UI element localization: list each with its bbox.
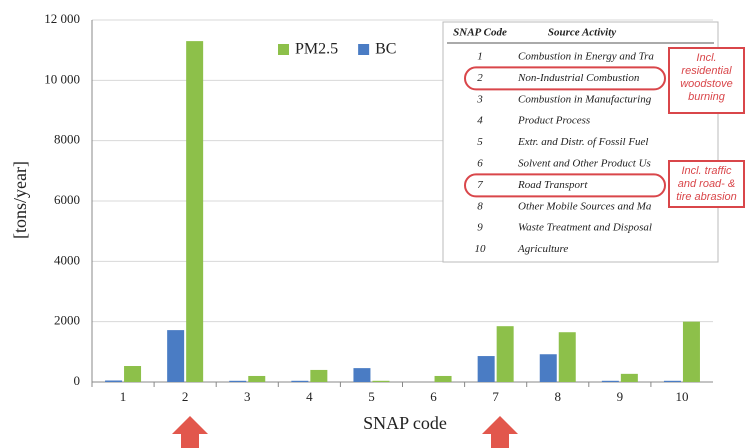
highlight-oval (464, 173, 666, 198)
bar (682, 321, 700, 382)
bar (663, 380, 681, 382)
y-tick-label: 10 000 (44, 71, 80, 86)
bar (124, 366, 142, 382)
bar (477, 356, 495, 382)
y-axis-label: [tons/year] (10, 161, 30, 239)
callout: Incl. traffic and road- & tire abrasion (668, 160, 745, 208)
bar (434, 375, 452, 382)
table-cell: Combustion in Manufacturing (518, 93, 652, 105)
legend-label: PM2.5 (295, 41, 338, 58)
x-tick-label: 5 (368, 389, 375, 404)
table-cell: 4 (477, 115, 483, 127)
table-cell: Product Process (517, 115, 590, 127)
x-tick-label: 6 (430, 389, 437, 404)
highlight-oval (464, 66, 666, 91)
bar (496, 326, 514, 382)
table-cell: 1 (477, 51, 483, 63)
table-cell: 8 (477, 200, 483, 212)
bar (601, 380, 619, 382)
table-cell: Combustion in Energy and Tra (518, 51, 654, 63)
table-cell: 3 (476, 93, 483, 105)
table-cell: 9 (477, 222, 483, 234)
x-tick-label: 10 (675, 389, 688, 404)
table-cell: 7 (477, 179, 483, 191)
legend-swatch (358, 44, 370, 55)
x-tick-label: 9 (617, 389, 624, 404)
x-tick-label: 2 (182, 389, 189, 404)
bar (229, 380, 247, 382)
table-cell: Waste Treatment and Disposal (518, 222, 652, 234)
bar (186, 41, 204, 382)
bar (620, 373, 638, 382)
y-tick-label: 6000 (54, 192, 80, 207)
bar (167, 330, 185, 382)
table-cell: 10 (475, 243, 487, 255)
table-cell: Road Transport (517, 179, 588, 191)
bar (310, 369, 328, 382)
table-cell: Solvent and Other Product Us (518, 158, 651, 170)
x-tick-label: 7 (492, 389, 499, 404)
arrow (172, 416, 208, 448)
bar (291, 380, 309, 382)
legend-label: BC (375, 41, 396, 58)
table-cell: 6 (477, 158, 483, 170)
y-tick-label: 2000 (54, 313, 80, 328)
y-tick-label: 4000 (54, 252, 80, 267)
x-tick-label: 4 (306, 389, 313, 404)
bar (372, 380, 390, 382)
legend-swatch (278, 44, 289, 55)
y-tick-label: 12 000 (44, 11, 80, 26)
table-cell: Other Mobile Sources and Ma (518, 200, 652, 212)
x-tick-label: 8 (555, 389, 562, 404)
arrow (482, 416, 518, 448)
bar (353, 368, 371, 382)
callout: Incl. residential woodstove burning (668, 47, 745, 114)
bar (539, 354, 557, 382)
table-cell: Extr. and Distr. of Fossil Fuel (517, 136, 648, 148)
x-tick-label: 1 (120, 389, 127, 404)
table-cell: 5 (477, 136, 483, 148)
bar (105, 380, 123, 382)
bar (558, 332, 576, 382)
table-header: Source Activity (548, 27, 616, 39)
x-axis-label: SNAP code (363, 413, 447, 433)
table-header: SNAP Code (453, 27, 507, 39)
table-cell: Agriculture (517, 243, 568, 255)
table-cell: 2 (477, 72, 483, 84)
y-tick-label: 8000 (54, 132, 80, 147)
bar (248, 375, 266, 382)
table-cell: Non-Industrial Combustion (517, 72, 640, 84)
x-tick-label: 3 (244, 389, 251, 404)
y-tick-label: 0 (74, 373, 81, 388)
